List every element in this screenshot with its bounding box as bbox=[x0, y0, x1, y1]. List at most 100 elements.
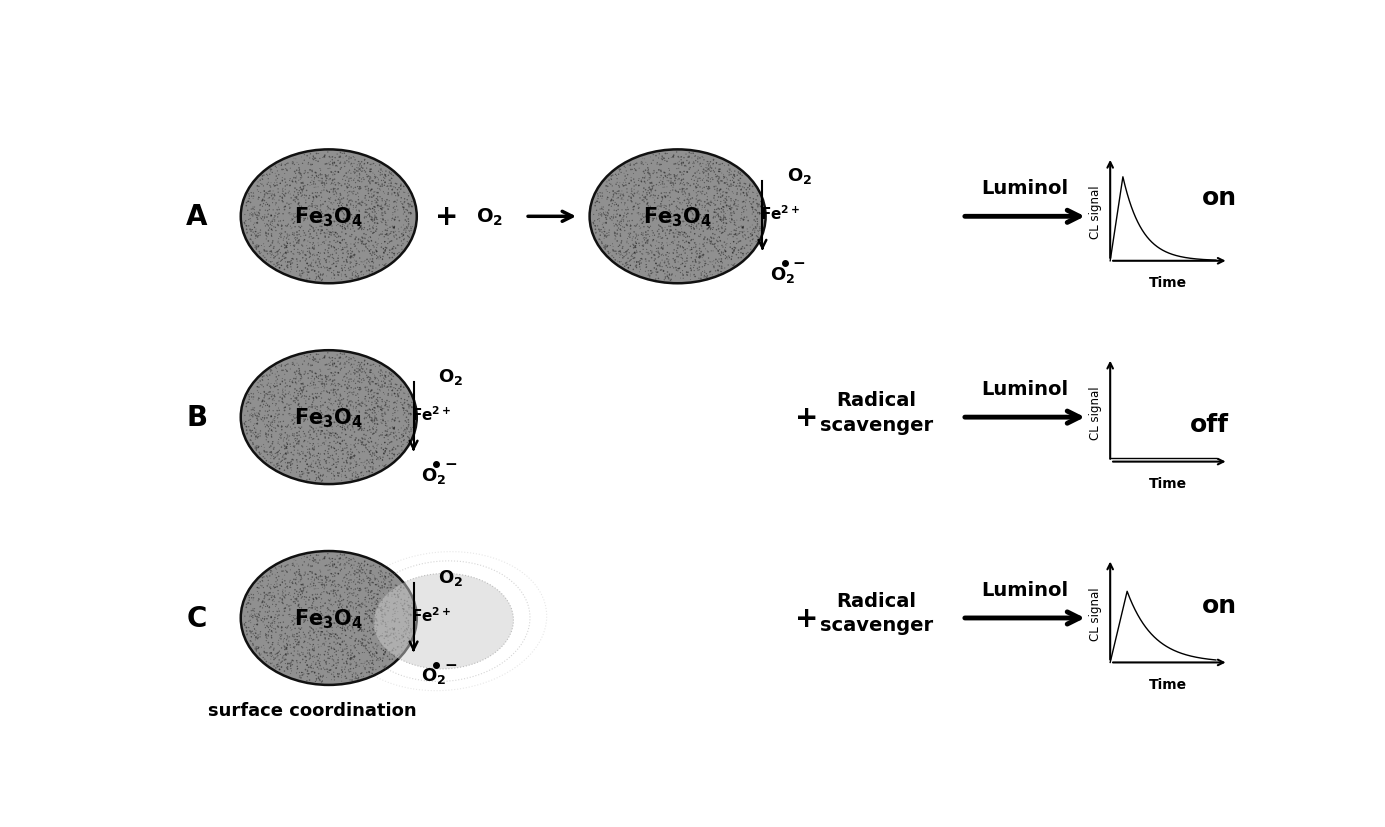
Point bbox=[381, 447, 403, 461]
Point bbox=[713, 172, 735, 185]
Text: $\mathbf{-}$: $\mathbf{-}$ bbox=[443, 455, 457, 470]
Point bbox=[722, 179, 744, 193]
Point bbox=[316, 413, 338, 426]
Text: Radical
scavenger: Radical scavenger bbox=[820, 591, 932, 635]
Point bbox=[252, 599, 274, 612]
Point bbox=[284, 239, 306, 252]
Point bbox=[320, 166, 342, 179]
Point bbox=[330, 405, 352, 418]
Point bbox=[262, 204, 284, 218]
Point bbox=[323, 598, 345, 611]
Point bbox=[339, 560, 361, 573]
Point bbox=[598, 212, 620, 225]
Point bbox=[324, 374, 346, 387]
Point bbox=[289, 384, 312, 397]
Point bbox=[368, 229, 391, 242]
Point bbox=[265, 246, 287, 260]
Point bbox=[280, 563, 302, 576]
Point bbox=[379, 422, 402, 435]
Point bbox=[371, 237, 393, 251]
Point bbox=[287, 259, 309, 272]
Point bbox=[357, 641, 379, 654]
Point bbox=[267, 201, 289, 214]
Point bbox=[355, 384, 377, 397]
Point bbox=[371, 638, 393, 652]
Point bbox=[335, 155, 357, 168]
Point bbox=[723, 244, 745, 257]
Point bbox=[674, 160, 697, 173]
Point bbox=[348, 398, 370, 411]
Point bbox=[385, 382, 407, 395]
Point bbox=[335, 471, 357, 485]
Point bbox=[248, 608, 270, 621]
Point bbox=[299, 612, 321, 625]
Point bbox=[327, 177, 349, 190]
Point bbox=[397, 188, 420, 201]
Point bbox=[324, 366, 346, 380]
Point bbox=[269, 462, 291, 476]
Point bbox=[301, 657, 323, 671]
Point bbox=[341, 396, 363, 409]
Point bbox=[269, 431, 291, 444]
Point bbox=[674, 204, 697, 218]
Point bbox=[619, 255, 641, 268]
Point bbox=[262, 237, 284, 251]
Point bbox=[262, 649, 284, 662]
Point bbox=[265, 399, 287, 413]
Point bbox=[253, 614, 276, 627]
Point bbox=[368, 191, 391, 204]
Point bbox=[636, 187, 658, 200]
Point bbox=[662, 181, 684, 194]
Point bbox=[321, 174, 343, 188]
Point bbox=[276, 581, 298, 594]
Point bbox=[686, 190, 708, 203]
Point bbox=[367, 602, 389, 615]
Point bbox=[284, 159, 306, 172]
Point bbox=[373, 242, 395, 256]
Point bbox=[672, 157, 694, 170]
Point bbox=[370, 404, 392, 417]
Point bbox=[702, 256, 724, 269]
Point bbox=[384, 623, 406, 636]
Point bbox=[355, 194, 377, 208]
Point bbox=[328, 213, 350, 227]
Point bbox=[291, 552, 313, 566]
Point bbox=[384, 596, 406, 609]
Point bbox=[371, 605, 393, 618]
Point bbox=[287, 218, 309, 231]
Point bbox=[623, 252, 645, 265]
Point bbox=[720, 207, 742, 220]
Point bbox=[367, 588, 389, 601]
Point bbox=[248, 210, 270, 223]
Point bbox=[248, 192, 270, 205]
Point bbox=[747, 218, 769, 232]
Point bbox=[604, 233, 626, 246]
Point bbox=[616, 256, 638, 269]
Point bbox=[287, 198, 309, 211]
Point bbox=[334, 552, 356, 565]
Point bbox=[244, 226, 266, 239]
Point bbox=[273, 252, 295, 265]
Point bbox=[391, 192, 413, 205]
Point bbox=[271, 596, 294, 609]
Point bbox=[312, 675, 334, 688]
Point bbox=[334, 666, 356, 679]
Point bbox=[632, 156, 654, 170]
Point bbox=[283, 210, 305, 223]
Point bbox=[337, 390, 359, 404]
Point bbox=[312, 352, 334, 366]
Point bbox=[265, 576, 287, 589]
Point bbox=[374, 625, 396, 638]
Point bbox=[296, 470, 319, 483]
Point bbox=[316, 270, 338, 283]
Point bbox=[310, 407, 332, 420]
Point bbox=[301, 457, 323, 471]
Point bbox=[367, 614, 389, 628]
Point bbox=[381, 415, 403, 428]
Point bbox=[313, 586, 335, 599]
Point bbox=[280, 192, 302, 205]
Point bbox=[330, 231, 352, 244]
Point bbox=[719, 241, 741, 255]
Point bbox=[244, 619, 266, 632]
Point bbox=[281, 609, 303, 623]
